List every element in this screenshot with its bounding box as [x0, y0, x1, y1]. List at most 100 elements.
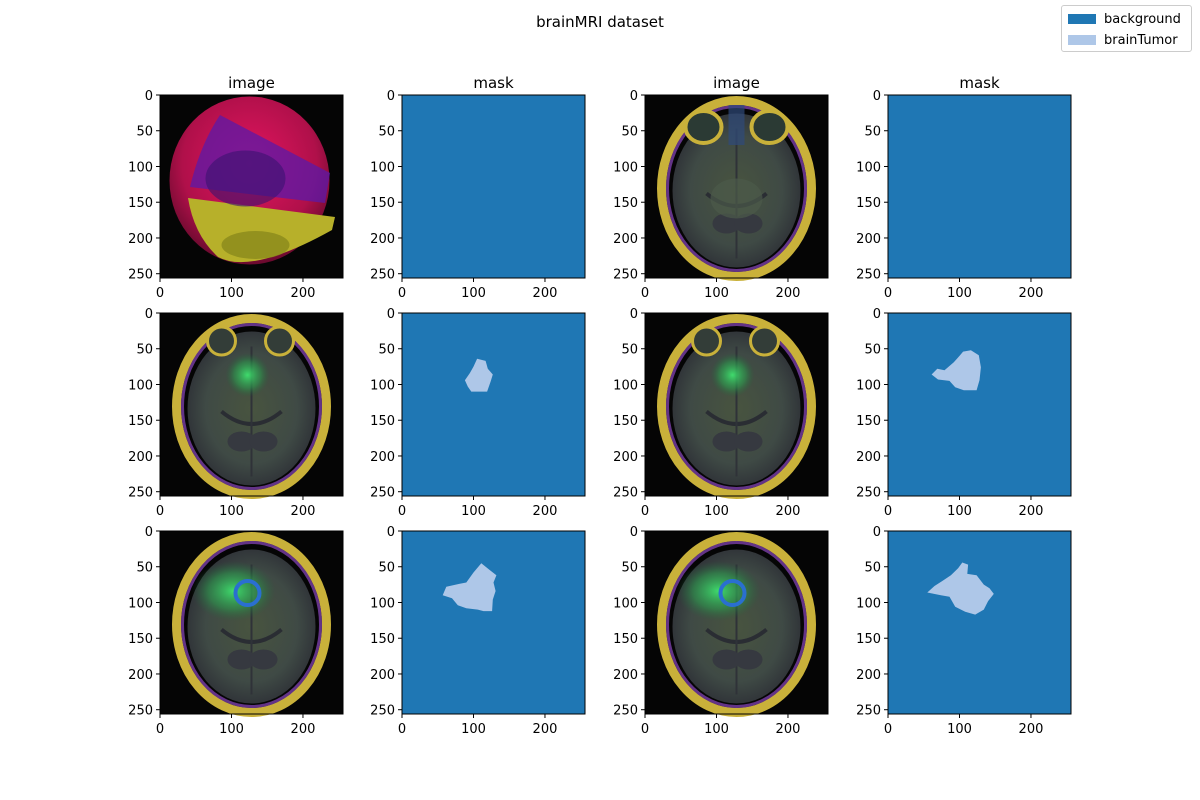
- tumor-region: [442, 563, 497, 612]
- axes-frame: [401, 94, 586, 279]
- y-tick-label: 0: [630, 307, 638, 322]
- y-tick-label: 150: [128, 196, 153, 211]
- x-tick-label: 0: [641, 286, 649, 301]
- x-tick-label: 0: [641, 722, 649, 737]
- y-tick-label: 150: [370, 414, 395, 429]
- x-tick-label: 200: [291, 286, 316, 301]
- panel-title: image: [713, 74, 760, 92]
- y-tick-label: 100: [856, 596, 881, 611]
- y-tick-label: 200: [613, 232, 638, 247]
- x-tick-label: 100: [704, 504, 729, 519]
- y-tick-label: 250: [128, 486, 153, 501]
- axes-frame: [887, 94, 1072, 279]
- panel-r1-c0: 0 100 200 0 50 100 150 200 250: [128, 307, 344, 519]
- x-tick-label: 200: [291, 504, 316, 519]
- y-tick-label: 250: [128, 268, 153, 283]
- y-tick-label: 50: [378, 125, 395, 140]
- panel-title: mask: [959, 74, 1000, 92]
- panel-r2-c0: 0 100 200 0 50 100 150 200 250: [128, 525, 344, 737]
- x-tick-label: 0: [156, 286, 164, 301]
- y-tick-label: 50: [136, 561, 153, 576]
- y-tick-label: 250: [856, 268, 881, 283]
- y-tick-label: 150: [128, 414, 153, 429]
- x-tick-label: 200: [776, 286, 801, 301]
- legend-label-braintumor: brainTumor: [1104, 32, 1178, 48]
- figure-title: brainMRI dataset: [536, 13, 664, 31]
- y-tick-label: 200: [128, 232, 153, 247]
- y-tick-label: 50: [378, 343, 395, 358]
- x-tick-label: 100: [947, 504, 972, 519]
- y-tick-label: 50: [864, 343, 881, 358]
- panel-r0-c3: mask 0 100 200 0 50 100 150 200 250: [856, 74, 1072, 301]
- x-tick-label: 0: [884, 286, 892, 301]
- y-tick-label: 250: [128, 704, 153, 719]
- y-tick-label: 150: [613, 414, 638, 429]
- y-tick-label: 150: [613, 196, 638, 211]
- mask-background: [402, 313, 585, 496]
- panel-r0-c2: image 0 100 200 0 50 100 150 200 250: [613, 74, 829, 301]
- axes-frame: [644, 530, 829, 715]
- y-tick-label: 200: [613, 450, 638, 465]
- x-tick-label: 0: [398, 504, 406, 519]
- mask-background: [402, 95, 585, 278]
- x-tick-label: 0: [641, 504, 649, 519]
- legend-item-braintumor: brainTumor: [1068, 32, 1178, 48]
- y-tick-label: 200: [370, 668, 395, 683]
- x-tick-label: 200: [776, 504, 801, 519]
- y-tick-label: 250: [856, 486, 881, 501]
- y-tick-label: 0: [630, 89, 638, 104]
- panel-r1-c3: 0 100 200 0 50 100 150 200 250: [856, 307, 1072, 519]
- x-tick-label: 100: [219, 504, 244, 519]
- axes-frame: [159, 312, 344, 497]
- y-tick-label: 200: [128, 668, 153, 683]
- y-tick-label: 150: [613, 632, 638, 647]
- y-tick-label: 250: [613, 268, 638, 283]
- x-tick-label: 100: [947, 722, 972, 737]
- panel-title: mask: [473, 74, 514, 92]
- y-tick-label: 0: [387, 89, 395, 104]
- y-tick-label: 200: [613, 668, 638, 683]
- x-tick-label: 100: [461, 722, 486, 737]
- y-tick-label: 200: [856, 232, 881, 247]
- y-tick-label: 200: [856, 668, 881, 683]
- tumor-region: [927, 562, 994, 615]
- y-tick-label: 50: [621, 125, 638, 140]
- y-tick-label: 50: [378, 561, 395, 576]
- axes-frame: [159, 530, 344, 715]
- axes-frame: [644, 94, 829, 279]
- x-tick-label: 100: [461, 286, 486, 301]
- y-tick-label: 50: [136, 343, 153, 358]
- x-tick-label: 0: [398, 286, 406, 301]
- y-tick-label: 250: [613, 704, 638, 719]
- tumor-region: [464, 358, 493, 392]
- panel-r0-c1: mask 0 100 200 0 50 100 150 200 250: [370, 74, 586, 301]
- x-tick-label: 0: [884, 722, 892, 737]
- y-tick-label: 100: [613, 160, 638, 175]
- y-tick-label: 0: [387, 307, 395, 322]
- y-tick-label: 200: [370, 450, 395, 465]
- mask-background: [888, 313, 1071, 496]
- x-tick-label: 100: [947, 286, 972, 301]
- legend-swatch-background: [1068, 14, 1096, 24]
- y-tick-label: 150: [370, 632, 395, 647]
- mask-background: [888, 95, 1071, 278]
- y-tick-label: 150: [128, 632, 153, 647]
- x-tick-label: 200: [776, 722, 801, 737]
- panel-r2-c1: 0 100 200 0 50 100 150 200 250: [370, 525, 586, 737]
- x-tick-label: 100: [461, 504, 486, 519]
- mask-background: [402, 531, 585, 714]
- y-tick-label: 150: [370, 196, 395, 211]
- x-tick-label: 200: [291, 722, 316, 737]
- x-tick-label: 200: [533, 722, 558, 737]
- axes-frame: [159, 94, 344, 279]
- axes-frame: [401, 530, 586, 715]
- y-tick-label: 0: [873, 307, 881, 322]
- y-tick-label: 100: [613, 378, 638, 393]
- y-tick-label: 50: [621, 343, 638, 358]
- x-tick-label: 100: [219, 722, 244, 737]
- y-tick-label: 0: [873, 525, 881, 540]
- y-tick-label: 250: [370, 486, 395, 501]
- y-tick-label: 50: [621, 561, 638, 576]
- y-tick-label: 150: [856, 414, 881, 429]
